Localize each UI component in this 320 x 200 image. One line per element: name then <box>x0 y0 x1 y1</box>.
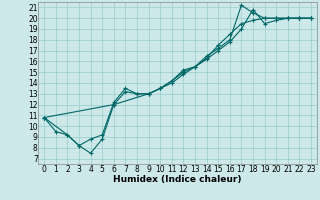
X-axis label: Humidex (Indice chaleur): Humidex (Indice chaleur) <box>113 175 242 184</box>
